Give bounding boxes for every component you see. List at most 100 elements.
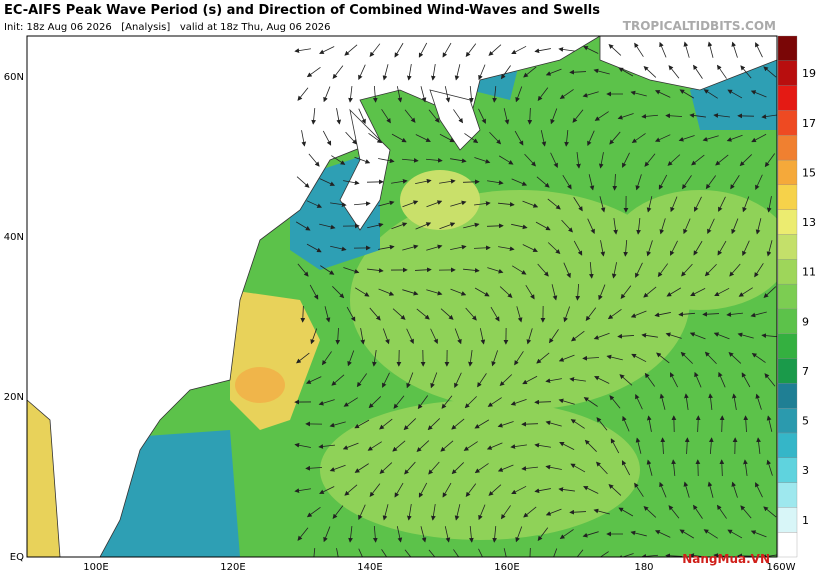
wave-arrow [524, 153, 536, 167]
wave-arrow [465, 483, 477, 498]
lon-label: 140E [357, 562, 382, 573]
wave-arrow [741, 372, 751, 388]
wave-arrow [730, 175, 740, 190]
wave-arrow [630, 90, 647, 97]
wave-arrow [426, 289, 443, 296]
wave-arrow [347, 350, 355, 367]
wave-arrow [573, 197, 583, 212]
wave-arrow [750, 530, 767, 538]
colorbar-label: 19 [802, 67, 816, 80]
wave-arrow [295, 221, 311, 231]
wave-arrow [367, 222, 384, 229]
wave-arrow [750, 90, 767, 98]
wave-arrow [464, 133, 479, 144]
wave-arrow [360, 328, 366, 345]
wave-arrow [416, 440, 430, 452]
wave-arrow [486, 223, 504, 229]
wave-arrow [576, 549, 584, 557]
wave-arrow [582, 531, 599, 538]
wave-arrow [751, 133, 767, 143]
wave-arrow [588, 174, 595, 191]
wave-arrow [511, 485, 527, 495]
wave-arrow [454, 328, 462, 345]
wave-arrow [750, 311, 767, 318]
wave-arrow [766, 459, 773, 476]
wave-arrow [324, 306, 331, 323]
wave-arrow [439, 133, 455, 143]
wave-arrow [313, 547, 316, 557]
wave-arrow [707, 41, 714, 58]
wave-arrow [570, 419, 585, 429]
wave-arrow [444, 526, 451, 543]
wave-arrow [498, 155, 514, 165]
wave-arrow [679, 89, 695, 99]
wave-arrow [726, 312, 743, 317]
wave-arrow [306, 376, 322, 384]
wave-arrow [630, 530, 647, 537]
wave-arrow [305, 465, 323, 471]
wave-arrow [755, 218, 762, 235]
wave-arrow [621, 460, 631, 476]
wave-arrow [358, 504, 366, 521]
wave-arrow [523, 66, 537, 78]
wave-arrow [719, 459, 725, 477]
wave-arrow [406, 328, 414, 344]
wave-arrow [618, 507, 634, 517]
wave-arrow [755, 42, 763, 58]
wave-arrow [391, 133, 407, 143]
wave-arrow [683, 41, 690, 58]
wave-arrow [766, 415, 773, 432]
wave-arrow [635, 437, 642, 454]
wave-arrow [294, 488, 311, 493]
wave-arrow [547, 242, 561, 255]
wave-arrow [545, 508, 562, 516]
colorbar-swatch [777, 507, 798, 533]
wave-arrow [439, 178, 456, 184]
wave-arrow [487, 180, 504, 185]
colorbar-swatch [777, 259, 798, 285]
wave-arrow [393, 395, 405, 409]
wave-arrow [551, 284, 558, 301]
wave-arrow [306, 200, 323, 208]
lon-label: 120E [220, 562, 245, 573]
wave-arrow [442, 42, 452, 58]
wave-arrow [742, 240, 750, 257]
wave-arrow [451, 462, 465, 475]
wave-arrow [297, 87, 309, 101]
wave-arrow [731, 393, 737, 410]
wave-arrow [417, 395, 429, 410]
wave-arrow [694, 371, 702, 388]
wave-arrow [678, 135, 695, 142]
wave-arrow [319, 46, 335, 54]
wave-arrow [319, 223, 336, 230]
wave-arrow [693, 64, 703, 79]
wave-arrow [301, 130, 307, 147]
wave-arrow [612, 173, 618, 191]
wave-arrow [318, 444, 335, 449]
wave-arrow [689, 113, 706, 118]
wave-arrow [596, 417, 608, 431]
wave-arrow [369, 307, 381, 321]
wave-arrow [354, 156, 371, 164]
wave-arrow [658, 174, 668, 190]
wave-arrow [296, 176, 310, 188]
wave-arrow [306, 66, 321, 78]
wave-arrow [572, 109, 584, 123]
wave-arrow [503, 548, 507, 557]
wave-arrow [727, 529, 743, 539]
wave-arrow [536, 176, 550, 188]
wave-arrow [418, 42, 428, 58]
wave-arrow [751, 352, 766, 363]
wave-arrow [308, 153, 320, 167]
wave-arrow [587, 130, 595, 147]
wave-arrow [598, 152, 604, 169]
colorbar-label: 1 [802, 514, 809, 527]
wave-arrow [497, 421, 514, 428]
wave-arrow [306, 243, 322, 253]
wave-arrow [535, 221, 551, 231]
wave-arrow [558, 354, 575, 362]
wave-arrow [478, 108, 486, 124]
wave-arrow [728, 352, 742, 364]
wave-arrow [704, 263, 717, 277]
